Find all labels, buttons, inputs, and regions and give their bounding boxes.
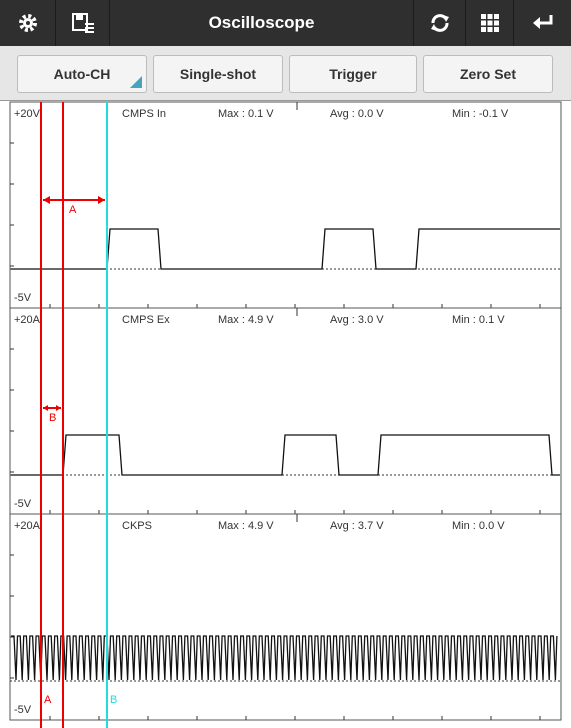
max-reading: Max : 4.9 V <box>218 314 274 326</box>
arrow-head <box>43 405 61 411</box>
single-shot-button[interactable]: Single-shot <box>153 55 283 93</box>
scale-top-label: +20A <box>14 314 41 326</box>
channel-name: CKPS <box>122 520 152 532</box>
scale-bottom-label: -5V <box>14 498 32 510</box>
settings-button[interactable] <box>0 0 56 46</box>
scale-bottom-label: -5V <box>14 704 32 716</box>
grid-icon <box>480 14 499 32</box>
scale-top-label: +20A <box>14 520 41 532</box>
max-reading: Max : 4.9 V <box>218 520 274 532</box>
arrow-head <box>43 196 105 204</box>
button-label: Single-shot <box>179 66 257 82</box>
title-cell: Oscilloscope <box>110 0 414 46</box>
dropdown-indicator <box>130 76 142 88</box>
button-label: Zero Set <box>459 66 516 82</box>
button-label: Auto-CH <box>53 66 111 82</box>
channel-panel <box>9 513 562 721</box>
scale-bottom-label: -5V <box>14 292 32 304</box>
gear-icon <box>18 14 37 32</box>
scope-panels: +20V -5V CMPS In Max : 0.1 V Avg : 0.0 V Min … <box>9 101 562 728</box>
auto-ch-button[interactable]: Auto-CH <box>17 55 147 93</box>
waveform <box>11 228 560 270</box>
avg-reading: Avg : 3.7 V <box>330 520 384 532</box>
min-reading: Min : 0.0 V <box>452 520 505 532</box>
channel-panel <box>9 101 562 309</box>
avg-reading: Avg : 0.0 V <box>330 108 384 120</box>
channel-name: CMPS Ex <box>122 314 170 326</box>
cursor-b-label: B <box>110 694 117 706</box>
max-reading: Max : 0.1 V <box>218 108 274 120</box>
save-icon <box>71 13 94 33</box>
measure-a-label: A <box>69 204 77 216</box>
cursor-a-label: A <box>44 694 52 706</box>
save-button[interactable] <box>56 0 110 46</box>
min-reading: Min : -0.1 V <box>452 108 509 120</box>
screen-title: Oscilloscope <box>208 13 315 32</box>
button-label: Trigger <box>329 66 377 82</box>
refresh-button[interactable] <box>414 0 466 46</box>
avg-reading: Avg : 3.0 V <box>330 314 384 326</box>
trigger-button[interactable]: Trigger <box>289 55 417 93</box>
measure-b-label: B <box>49 412 56 424</box>
zero-set-button[interactable]: Zero Set <box>423 55 553 93</box>
waveform <box>11 434 560 476</box>
back-icon <box>532 15 552 29</box>
channel-panel <box>9 307 562 515</box>
scale-top-label: +20V <box>14 108 41 120</box>
waveform <box>11 635 558 681</box>
min-reading: Min : 0.1 V <box>452 314 505 326</box>
button-row: Auto-CH Single-shot Trigger Zero Set <box>0 46 571 101</box>
layout-button[interactable] <box>466 0 514 46</box>
back-button[interactable] <box>514 0 571 46</box>
refresh-icon <box>430 14 449 32</box>
channel-name: CMPS In <box>122 108 166 120</box>
toolbar: Oscilloscope <box>0 0 571 46</box>
